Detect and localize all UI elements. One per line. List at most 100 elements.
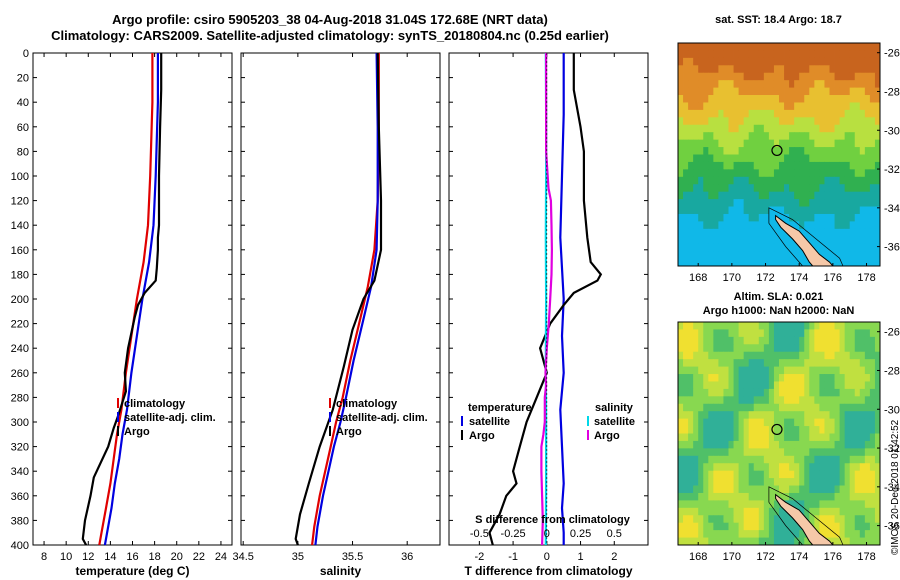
sst-map-cell: [849, 251, 856, 259]
sla-map-cell: [859, 351, 866, 360]
sst-map-cell: [799, 191, 805, 200]
sla-map-cell: [789, 396, 795, 405]
depth-tick-label: 400: [11, 540, 29, 552]
sla-map-cell: [844, 396, 851, 405]
sst-map-cell: [869, 176, 876, 185]
sst-map-cell: [723, 139, 729, 148]
sst-map-cell: [703, 95, 709, 103]
sst-map-cell: [794, 147, 800, 155]
sst-map-cell: [768, 154, 775, 163]
sla-map-cell: [809, 433, 815, 442]
sst-map-cell: [728, 228, 734, 237]
sst-map-cell: [849, 161, 856, 170]
sla-map-cell: [874, 463, 881, 472]
sst-map-cell: [814, 147, 820, 155]
sst-map-cell: [723, 221, 729, 230]
sst-map-cell: [844, 251, 851, 259]
sst-map-cell: [794, 95, 800, 103]
sla-map-cell: [718, 455, 724, 464]
sla-map-cell: [794, 418, 800, 427]
sla-map-cell: [839, 329, 846, 338]
sla-map-cell: [834, 478, 840, 486]
sla-map-cell: [839, 515, 846, 524]
sla-map-cell: [779, 492, 785, 501]
sst-map-cell: [874, 50, 881, 59]
sla-map-cell: [683, 366, 689, 375]
sla-map-lon-label: 168: [689, 551, 707, 563]
sla-map-cell: [844, 478, 851, 486]
sla-map-cell: [804, 411, 810, 420]
sst-map-cell: [819, 206, 825, 215]
sst-map-cell: [854, 102, 861, 111]
sla-map-cell: [758, 396, 765, 405]
sla-map-cell: [849, 381, 856, 390]
sla-map-cell: [824, 463, 830, 472]
sst-map-cell: [874, 161, 881, 170]
sst-map-cell: [768, 95, 775, 103]
sla-map-cell: [809, 515, 815, 524]
sla-map-cell: [844, 485, 851, 494]
sla-map-cell: [784, 448, 790, 457]
sst-map-cell: [718, 102, 724, 111]
sst-map-cell: [839, 72, 846, 81]
sst-map-cell: [779, 124, 785, 133]
sst-map-cell: [789, 169, 795, 178]
sst-map-cell: [784, 117, 790, 126]
sla-map-cell: [794, 485, 800, 494]
sst-map-cell: [728, 236, 734, 245]
sla-map-cell: [799, 478, 805, 486]
sla-map-cell: [758, 530, 765, 538]
sst-map-cell: [688, 258, 694, 267]
sla-map-cell: [819, 374, 825, 382]
sst-map-cell: [794, 258, 800, 267]
sla-map-cell: [728, 374, 734, 382]
sla-map-cell: [713, 485, 719, 494]
sst-map-cell: [809, 80, 815, 88]
sst-map-cell: [799, 221, 805, 230]
sla-map-cell: [859, 530, 866, 538]
sla-map-cell: [693, 336, 699, 345]
sst-map-cell: [819, 65, 825, 74]
depth-tick-label: 0: [23, 48, 29, 60]
sst-map-cell: [854, 228, 861, 237]
sla-map-cell: [723, 426, 729, 434]
sst-map-cell: [854, 147, 861, 155]
sst-map-cell: [688, 199, 694, 207]
sst-map-cell: [779, 95, 785, 103]
sst-map-cell: [698, 228, 704, 237]
depth-tick-label: 80: [17, 146, 29, 158]
sst-map-cell: [683, 65, 689, 74]
sla-map-cell: [753, 426, 760, 434]
sst-map-cell: [859, 221, 866, 230]
sst-map-cell: [728, 50, 734, 59]
sla-map-cell: [779, 522, 785, 531]
sst-map-cell: [794, 132, 800, 141]
sla-map-cell: [859, 455, 866, 464]
sst-map-cell: [683, 251, 689, 259]
sst-map-cell: [693, 176, 699, 185]
sla-map-cell: [718, 396, 724, 405]
sst-map-cell: [713, 80, 719, 88]
sla-map-cell: [728, 463, 734, 472]
sst-map-cell: [758, 228, 765, 237]
sla-map-cell: [733, 426, 739, 434]
sst-map-cell: [683, 228, 689, 237]
sst-map-cell: [829, 206, 835, 215]
sst-map-cell: [693, 80, 699, 88]
sst-map-cell: [844, 184, 851, 193]
sst-map-cell: [743, 154, 750, 163]
sst-map-cell: [794, 243, 800, 252]
sla-map-cell: [799, 322, 805, 330]
sla-map-cell: [698, 322, 704, 330]
sst-map-cell: [784, 124, 790, 133]
sla-map-cell: [869, 485, 876, 494]
sla-map-cell: [678, 433, 684, 442]
sla-map-cell: [733, 478, 739, 486]
sla-map-cell: [874, 478, 881, 486]
sla-map-cell: [773, 359, 780, 367]
sst-map-cell: [703, 50, 709, 59]
sla-map-cell: [688, 381, 694, 390]
sla-map-cell: [713, 344, 719, 353]
sst-map-cell: [874, 191, 881, 200]
differences-xtick-label: -1: [508, 551, 518, 563]
